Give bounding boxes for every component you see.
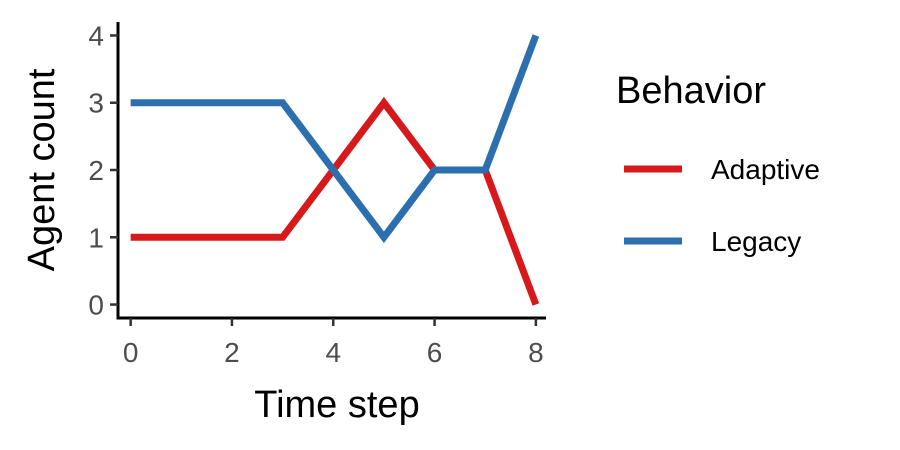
x-tick-label: 2 (224, 337, 240, 368)
x-tick-label: 4 (325, 337, 341, 368)
legend-label-legacy: Legacy (711, 226, 801, 257)
y-tick-label: 2 (88, 155, 104, 186)
ticks-layer: 0 1 2 3 4 0 2 4 6 8 (88, 20, 543, 368)
legend: Behavior Adaptive Legacy (616, 70, 820, 257)
series-line-legacy (130, 34, 540, 244)
legend-label-adaptive: Adaptive (711, 154, 820, 185)
x-tick-label: 6 (427, 337, 443, 368)
legend-items: Adaptive Legacy (624, 154, 820, 257)
x-tick-label: 0 (123, 337, 139, 368)
y-tick-label: 1 (88, 222, 104, 253)
legend-title: Behavior (616, 70, 766, 112)
series-layer (130, 34, 540, 306)
y-tick-label: 3 (88, 88, 104, 119)
y-tick-label: 0 (88, 290, 104, 321)
y-tick-label: 4 (88, 20, 104, 51)
x-axis-title: Time step (254, 384, 419, 426)
y-axis-title: Agent count (21, 68, 63, 271)
series-line-adaptive (130, 96, 540, 306)
x-tick-label: 8 (528, 337, 544, 368)
